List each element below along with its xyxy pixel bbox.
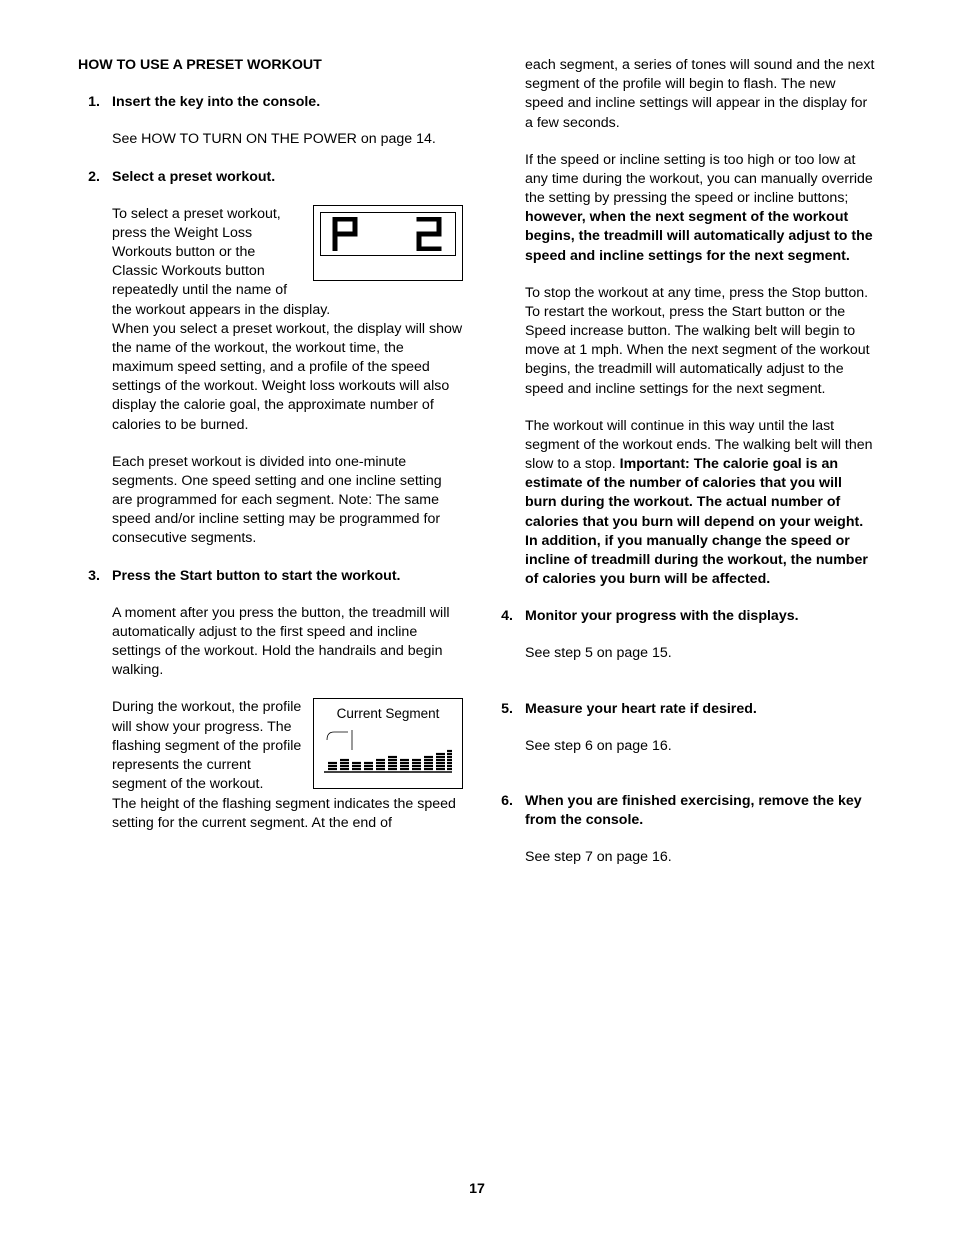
step-2: 2. Select a preset workout. bbox=[78, 168, 463, 549]
text-bold: Important: The calorie goal is an estima… bbox=[525, 456, 868, 587]
step-body: Insert the key into the console. See HOW… bbox=[112, 93, 463, 149]
step-head: Insert the key into the console. bbox=[112, 93, 463, 112]
text-run: If the speed or incline setting is too h… bbox=[525, 152, 873, 206]
paragraph: See HOW TO TURN ON THE POWER on page 14. bbox=[112, 130, 463, 149]
page-number: 17 bbox=[0, 1180, 954, 1199]
paragraph: Each preset workout is divided into one-… bbox=[112, 453, 463, 549]
right-column: each segment, a series of tones will sou… bbox=[491, 56, 876, 904]
paragraph: To stop the workout at any time, press t… bbox=[525, 284, 876, 399]
profile-chart-icon bbox=[322, 728, 454, 774]
step-number: 2. bbox=[78, 168, 112, 549]
letter-p-icon bbox=[331, 217, 361, 251]
step-1: 1. Insert the key into the console. See … bbox=[78, 93, 463, 149]
profile-figure: Current Segment bbox=[313, 698, 463, 788]
paragraph: each segment, a series of tones will sou… bbox=[525, 56, 876, 133]
step-4: 4. Monitor your progress with the displa… bbox=[491, 607, 876, 681]
display-inner bbox=[320, 212, 456, 256]
text-bold: however, when the next segment of the wo… bbox=[525, 209, 873, 263]
step-head: When you are finished exercising, remove… bbox=[525, 792, 876, 830]
paragraph: If the speed or incline setting is too h… bbox=[525, 151, 876, 266]
step-5: 5. Measure your heart rate if desired. S… bbox=[491, 700, 876, 774]
step-head: Press the Start button to start the work… bbox=[112, 567, 463, 586]
step3-continuation: each segment, a series of tones will sou… bbox=[491, 56, 876, 589]
paragraph: The height of the flashing segment indic… bbox=[112, 795, 463, 833]
step-body: Measure your heart rate if desired. See … bbox=[525, 700, 876, 774]
step-number: 6. bbox=[491, 792, 525, 886]
paragraph: The workout will continue in this way un… bbox=[525, 417, 876, 590]
step-body: When you are finished exercising, remove… bbox=[525, 792, 876, 886]
paragraph: See step 6 on page 16. bbox=[525, 737, 876, 756]
profile-figure-label: Current Segment bbox=[322, 705, 454, 723]
step-number: 5. bbox=[491, 700, 525, 774]
step-number: 3. bbox=[78, 567, 112, 834]
digit-2-icon bbox=[415, 217, 445, 251]
p2-display-figure bbox=[313, 205, 463, 281]
section-title: HOW TO USE A PRESET WORKOUT bbox=[78, 56, 463, 75]
step-6: 6. When you are finished exercising, rem… bbox=[491, 792, 876, 886]
step-head: Measure your heart rate if desired. bbox=[525, 700, 876, 719]
step-body: Press the Start button to start the work… bbox=[112, 567, 463, 834]
step-body: Select a preset workout. To select a p bbox=[112, 168, 463, 549]
step-head: Monitor your progress with the displays. bbox=[525, 607, 876, 626]
step-number: 1. bbox=[78, 93, 112, 149]
left-column: HOW TO USE A PRESET WORKOUT 1. Insert th… bbox=[78, 56, 463, 904]
step-number: 4. bbox=[491, 607, 525, 681]
step-3: 3. Press the Start button to start the w… bbox=[78, 567, 463, 834]
step-head: Select a preset workout. bbox=[112, 168, 463, 187]
step-body: Monitor your progress with the displays.… bbox=[525, 607, 876, 681]
paragraph: A moment after you press the button, the… bbox=[112, 604, 463, 681]
paragraph: See step 7 on page 16. bbox=[525, 848, 876, 867]
paragraph: See step 5 on page 15. bbox=[525, 644, 876, 663]
paragraph: When you select a preset workout, the di… bbox=[112, 320, 463, 435]
